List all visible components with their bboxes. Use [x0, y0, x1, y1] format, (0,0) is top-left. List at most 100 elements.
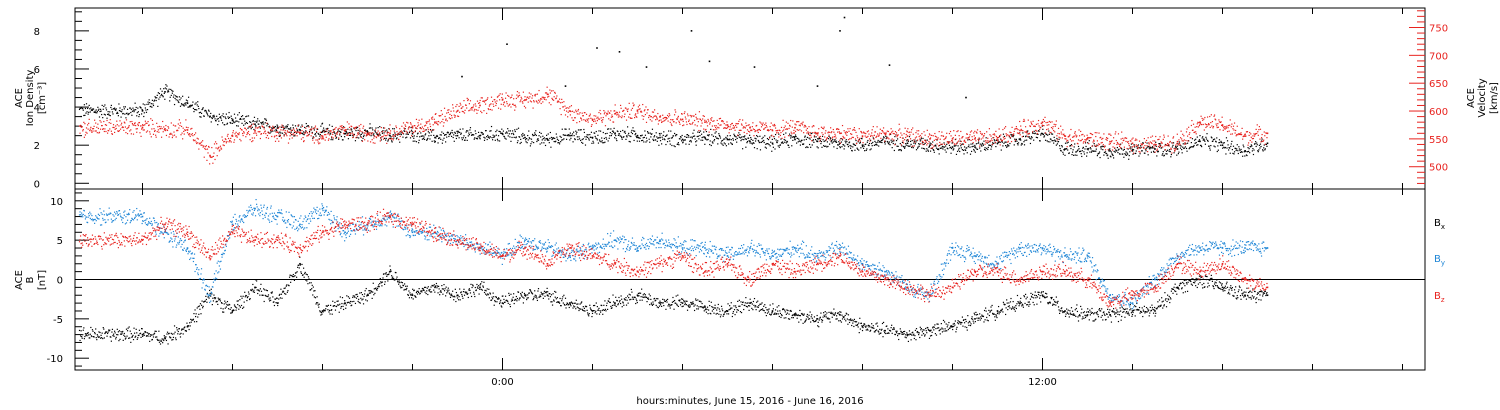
- velocity-series-point: [250, 124, 252, 127]
- ion-density-series-point: [530, 143, 532, 145]
- velocity-series-point: [171, 136, 173, 139]
- bx-series-point: [202, 305, 204, 307]
- ion-density-series-point: [687, 136, 689, 138]
- ion-density-series-point: [497, 140, 499, 142]
- ion-density-series-point: [227, 116, 229, 118]
- velocity-series-point: [887, 137, 889, 139]
- velocity-series-point: [1128, 144, 1130, 147]
- velocity-series-point: [288, 131, 290, 133]
- velocity-series-point: [928, 140, 930, 143]
- velocity-series-point: [796, 121, 798, 123]
- velocity-series-point: [192, 135, 194, 137]
- velocity-series-point: [1014, 128, 1016, 130]
- ion-density-series-point: [321, 123, 323, 125]
- ion-density-series-point: [135, 109, 137, 111]
- velocity-series-point: [1089, 132, 1091, 135]
- velocity-series-point: [905, 133, 907, 136]
- velocity-series-point: [1146, 145, 1148, 147]
- velocity-series-point: [962, 136, 964, 138]
- ion-density-series-point: [485, 130, 487, 132]
- velocity-series-point: [842, 135, 844, 138]
- velocity-series-point: [502, 98, 504, 100]
- velocity-series-point: [663, 120, 665, 122]
- velocity-series-point: [791, 133, 793, 135]
- velocity-series-point: [289, 135, 291, 137]
- ion-density-series-point: [1087, 142, 1089, 144]
- ion-density-series-point: [1238, 148, 1241, 150]
- velocity-series-point: [1237, 134, 1239, 136]
- velocity-series-point: [542, 96, 544, 98]
- bx-series-point: [102, 337, 104, 340]
- ion-density-series-point: [142, 109, 144, 111]
- velocity-series-point: [568, 107, 570, 109]
- velocity-series-point: [689, 114, 691, 117]
- ion-density-series-point: [656, 140, 658, 142]
- velocity-series-point: [79, 124, 82, 127]
- velocity-series-point: [1090, 137, 1092, 139]
- velocity-series-point: [1013, 130, 1015, 133]
- bx-series-point: [152, 334, 154, 336]
- bx-series-point: [153, 333, 155, 335]
- ion-density-series-point: [112, 113, 114, 115]
- velocity-series-point: [556, 101, 558, 103]
- velocity-series-point: [243, 132, 245, 134]
- velocity-series-point: [103, 130, 105, 133]
- velocity-series-point: [417, 122, 419, 124]
- velocity-series-point: [712, 129, 715, 131]
- velocity-series-point: [651, 120, 653, 122]
- ion-density-series-point: [548, 142, 550, 144]
- velocity-series-point: [339, 133, 341, 135]
- velocity-series-point: [954, 134, 956, 136]
- velocity-series-point: [740, 129, 742, 132]
- velocity-series-point: [770, 122, 772, 124]
- ion-density-series-point: [176, 96, 178, 98]
- ion-density-series-point: [905, 143, 907, 145]
- velocity-series-point: [1049, 121, 1052, 123]
- ion-density-series-point: [179, 99, 181, 101]
- ion-density-series-point: [967, 139, 969, 141]
- ion-density-series-point: [857, 141, 859, 143]
- velocity-series-point: [591, 124, 593, 126]
- velocity-series-point: [82, 130, 84, 132]
- ion-density-series-point: [379, 125, 381, 128]
- velocity-series-point: [400, 130, 402, 133]
- velocity-series-point: [135, 124, 137, 127]
- ion-density-series-point: [185, 99, 188, 101]
- velocity-series-point: [821, 132, 823, 134]
- velocity-series-point: [636, 116, 638, 118]
- ion-density-series-point: [706, 134, 709, 136]
- velocity-series-point: [1105, 138, 1107, 140]
- ion-density-series-point: [696, 135, 698, 138]
- ion-density-series-point: [411, 130, 413, 133]
- velocity-series-point: [459, 102, 461, 104]
- velocity-series-point: [839, 132, 841, 135]
- ion-density-series-point: [228, 111, 230, 114]
- ion-density-series-point: [908, 136, 911, 138]
- velocity-series-point: [170, 122, 172, 124]
- velocity-series-point: [825, 139, 827, 141]
- velocity-series-point: [972, 138, 974, 141]
- ion-density-series-point: [1081, 155, 1083, 158]
- ion-density-series-point: [1041, 132, 1044, 135]
- ion-density-series-point: [371, 132, 373, 134]
- velocity-series-point: [886, 130, 888, 132]
- ion-density-series-point: [634, 130, 636, 132]
- velocity-series-point: [590, 125, 593, 127]
- ion-density-series-point: [281, 132, 284, 134]
- velocity-series-point: [121, 126, 123, 129]
- velocity-series-point: [1230, 133, 1232, 135]
- ion-density-series-point: [1017, 144, 1019, 146]
- ion-density-series-point: [664, 135, 666, 137]
- ion-density-series-point: [509, 130, 512, 132]
- velocity-series-point: [408, 126, 411, 128]
- velocity-series-point: [837, 131, 839, 133]
- velocity-series-point: [486, 112, 488, 114]
- velocity-series-point: [1218, 119, 1220, 121]
- ion-density-series-point: [542, 135, 544, 137]
- ion-density-series-point: [1246, 151, 1249, 153]
- ion-density-series-point: [246, 122, 249, 124]
- velocity-series-point: [141, 128, 143, 130]
- ion-density-series-point: [604, 141, 606, 143]
- ion-density-series-point: [526, 142, 528, 144]
